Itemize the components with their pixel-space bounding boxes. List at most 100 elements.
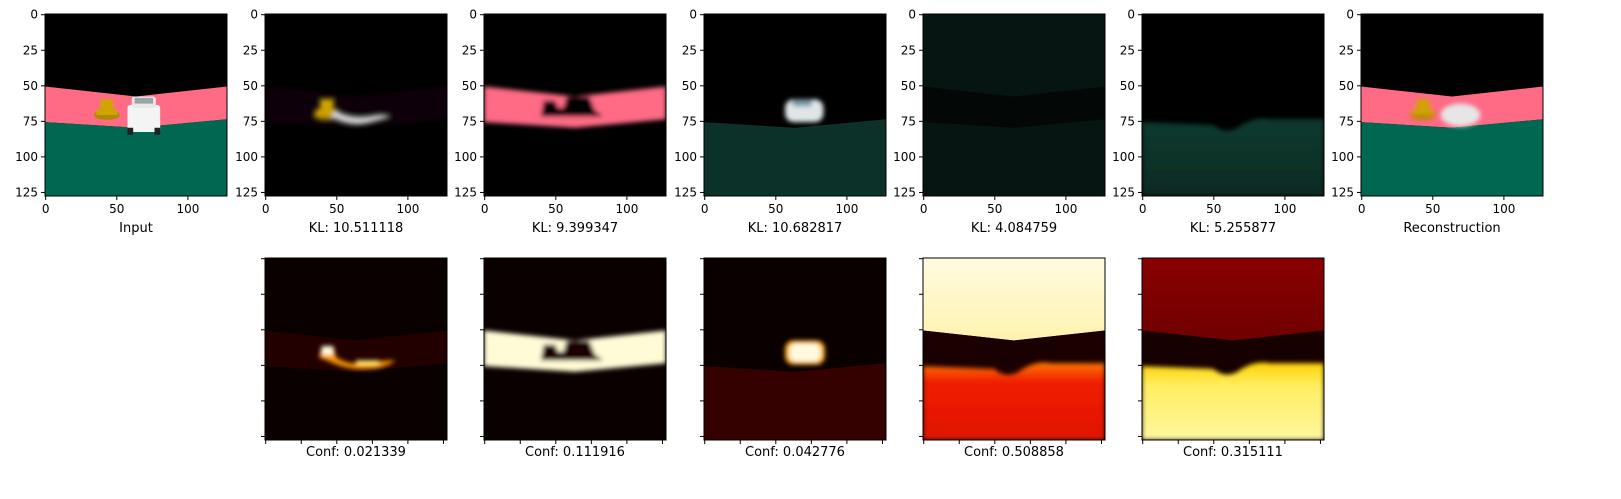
- blurred-ground: [1142, 118, 1324, 196]
- y-tick-label: 100: [235, 150, 258, 164]
- caption: KL: 10.511118: [309, 221, 404, 236]
- car-peak: [789, 343, 821, 362]
- car-peak: [356, 360, 379, 365]
- y-tick-label: 0: [250, 8, 258, 22]
- car-hole: [540, 96, 604, 117]
- x-tick-label: 0: [920, 202, 928, 216]
- caption: Reconstruction: [1403, 221, 1500, 236]
- axes-frame: [1360, 13, 1544, 197]
- confidence-component-1: Conf: 0.021339: [261, 257, 448, 460]
- y-tick-label: 0: [689, 8, 697, 22]
- caption: KL: 9.399347: [532, 221, 618, 236]
- x-tick-label: 0: [1139, 202, 1147, 216]
- panel-input: 0 25 50 75 100 125 0 50 100 Input: [15, 8, 228, 236]
- y-tick-label: 75: [23, 114, 38, 128]
- y-tick-label: 0: [1346, 8, 1354, 22]
- panel-component-1: 0 25 50 75 100 125 0 50 100 KL: 10.511118: [235, 8, 448, 236]
- caption: KL: 10.682817: [748, 221, 843, 236]
- y-tick-label: 100: [1112, 150, 1135, 164]
- panel-component-1-image: [265, 14, 447, 196]
- ground-faint: [704, 363, 886, 440]
- caption: Conf: 0.315111: [1183, 445, 1283, 460]
- blurred-heat: [484, 330, 666, 372]
- sky-heat: [1142, 258, 1324, 341]
- car-smear: [330, 110, 391, 124]
- caption: Input: [119, 221, 153, 236]
- y-tick-label: 0: [469, 8, 477, 22]
- car: [127, 96, 161, 135]
- x-tick-label: 0: [262, 202, 270, 216]
- x-tick-label: 50: [987, 202, 1002, 216]
- road-shadow: [923, 86, 1105, 128]
- y-tick-label: 25: [23, 43, 38, 57]
- x-tick-label: 100: [1054, 202, 1077, 216]
- x-tick-label: 50: [1425, 202, 1440, 216]
- x-tick-label: 0: [1358, 202, 1366, 216]
- blurred-objects: [1410, 99, 1481, 127]
- panel-component-5: 0 25 50 75 100 125 0 50 100 KL: 5.255877: [1112, 8, 1325, 236]
- x-tick-label: 100: [176, 202, 199, 216]
- x-tick-label: 100: [615, 202, 638, 216]
- caption: Conf: 0.111916: [525, 445, 625, 460]
- y-tick-label: 75: [901, 114, 916, 128]
- caption: KL: 5.255877: [1190, 221, 1276, 236]
- y-tick-label: 25: [901, 43, 916, 57]
- x-tick-label: 0: [481, 202, 489, 216]
- y-tick-label: 50: [901, 79, 916, 93]
- y-tick-label: 100: [893, 150, 916, 164]
- y-tick-label: 50: [1339, 79, 1354, 93]
- panel-reconstruction: 0 25 50 75 100 125 0 50 100 Reconstruction: [1331, 8, 1544, 236]
- blurred-car: [785, 99, 824, 123]
- x-tick-label: 100: [1273, 202, 1296, 216]
- panel-layer: 0 25 50 75 100 125 0 50 100 Input 0 25 50 75 100 125 0 50…: [15, 8, 1544, 460]
- axes-frame: [44, 13, 228, 197]
- y-tick-label: 0: [908, 8, 916, 22]
- y-tick-label: 75: [1339, 114, 1354, 128]
- x-tick-label: 50: [548, 202, 563, 216]
- caption: KL: 4.084759: [971, 221, 1057, 236]
- confidence-component-5: Conf: 0.315111: [1138, 257, 1325, 460]
- axes-frame: [483, 257, 667, 441]
- panel-component-3-image: [704, 14, 886, 196]
- car-window: [792, 99, 813, 107]
- axes-frame: [1141, 13, 1325, 197]
- blurred-road: [484, 86, 666, 128]
- y-tick-label: 75: [243, 114, 258, 128]
- ground: [1142, 118, 1324, 196]
- y-tick-label: 125: [674, 185, 697, 199]
- y-tick-label: 50: [23, 79, 38, 93]
- road-faint: [265, 330, 447, 372]
- panel-reconstruction-image: [1361, 14, 1543, 196]
- confidence-component-3: Conf: 0.042776: [700, 257, 887, 460]
- confidence-component-4: Conf: 0.508858: [919, 257, 1106, 460]
- x-tick-label: 100: [1492, 202, 1515, 216]
- blurred-heat: [785, 340, 825, 365]
- axes-frame: [922, 13, 1106, 197]
- x-tick-label: 0: [42, 202, 50, 216]
- x-tick-label: 50: [768, 202, 783, 216]
- confidence-component-4-image: [923, 258, 1105, 440]
- confidence-component-2-image: [484, 258, 666, 440]
- grass: [45, 119, 227, 196]
- y-tick-label: 125: [454, 185, 477, 199]
- y-tick-label: 75: [1120, 114, 1135, 128]
- caption: Conf: 0.021339: [306, 445, 406, 460]
- grass: [1361, 119, 1543, 196]
- y-tick-label: 25: [462, 43, 477, 57]
- panel-component-4: 0 25 50 75 100 125 0 50 100 KL: 4.084759: [893, 8, 1106, 236]
- axes-frame: [264, 257, 448, 441]
- panel-component-3: 0 25 50 75 100 125 0 50 100 KL: 10.682817: [674, 8, 887, 236]
- y-tick-label: 75: [462, 114, 477, 128]
- x-tick-label: 100: [835, 202, 858, 216]
- x-tick-label: 50: [329, 202, 344, 216]
- cone-peak: [321, 346, 334, 355]
- axes-frame: [703, 257, 887, 441]
- x-tick-label: 100: [396, 202, 419, 216]
- y-tick-label: 100: [454, 150, 477, 164]
- ground: [704, 119, 886, 196]
- panel-component-2: 0 25 50 75 100 125 0 50 100 KL: 9.399347: [454, 8, 667, 236]
- y-tick-label: 25: [682, 43, 697, 57]
- y-tick-label: 25: [1120, 43, 1135, 57]
- x-tick-label: 50: [1206, 202, 1221, 216]
- axes-frame: [483, 13, 667, 197]
